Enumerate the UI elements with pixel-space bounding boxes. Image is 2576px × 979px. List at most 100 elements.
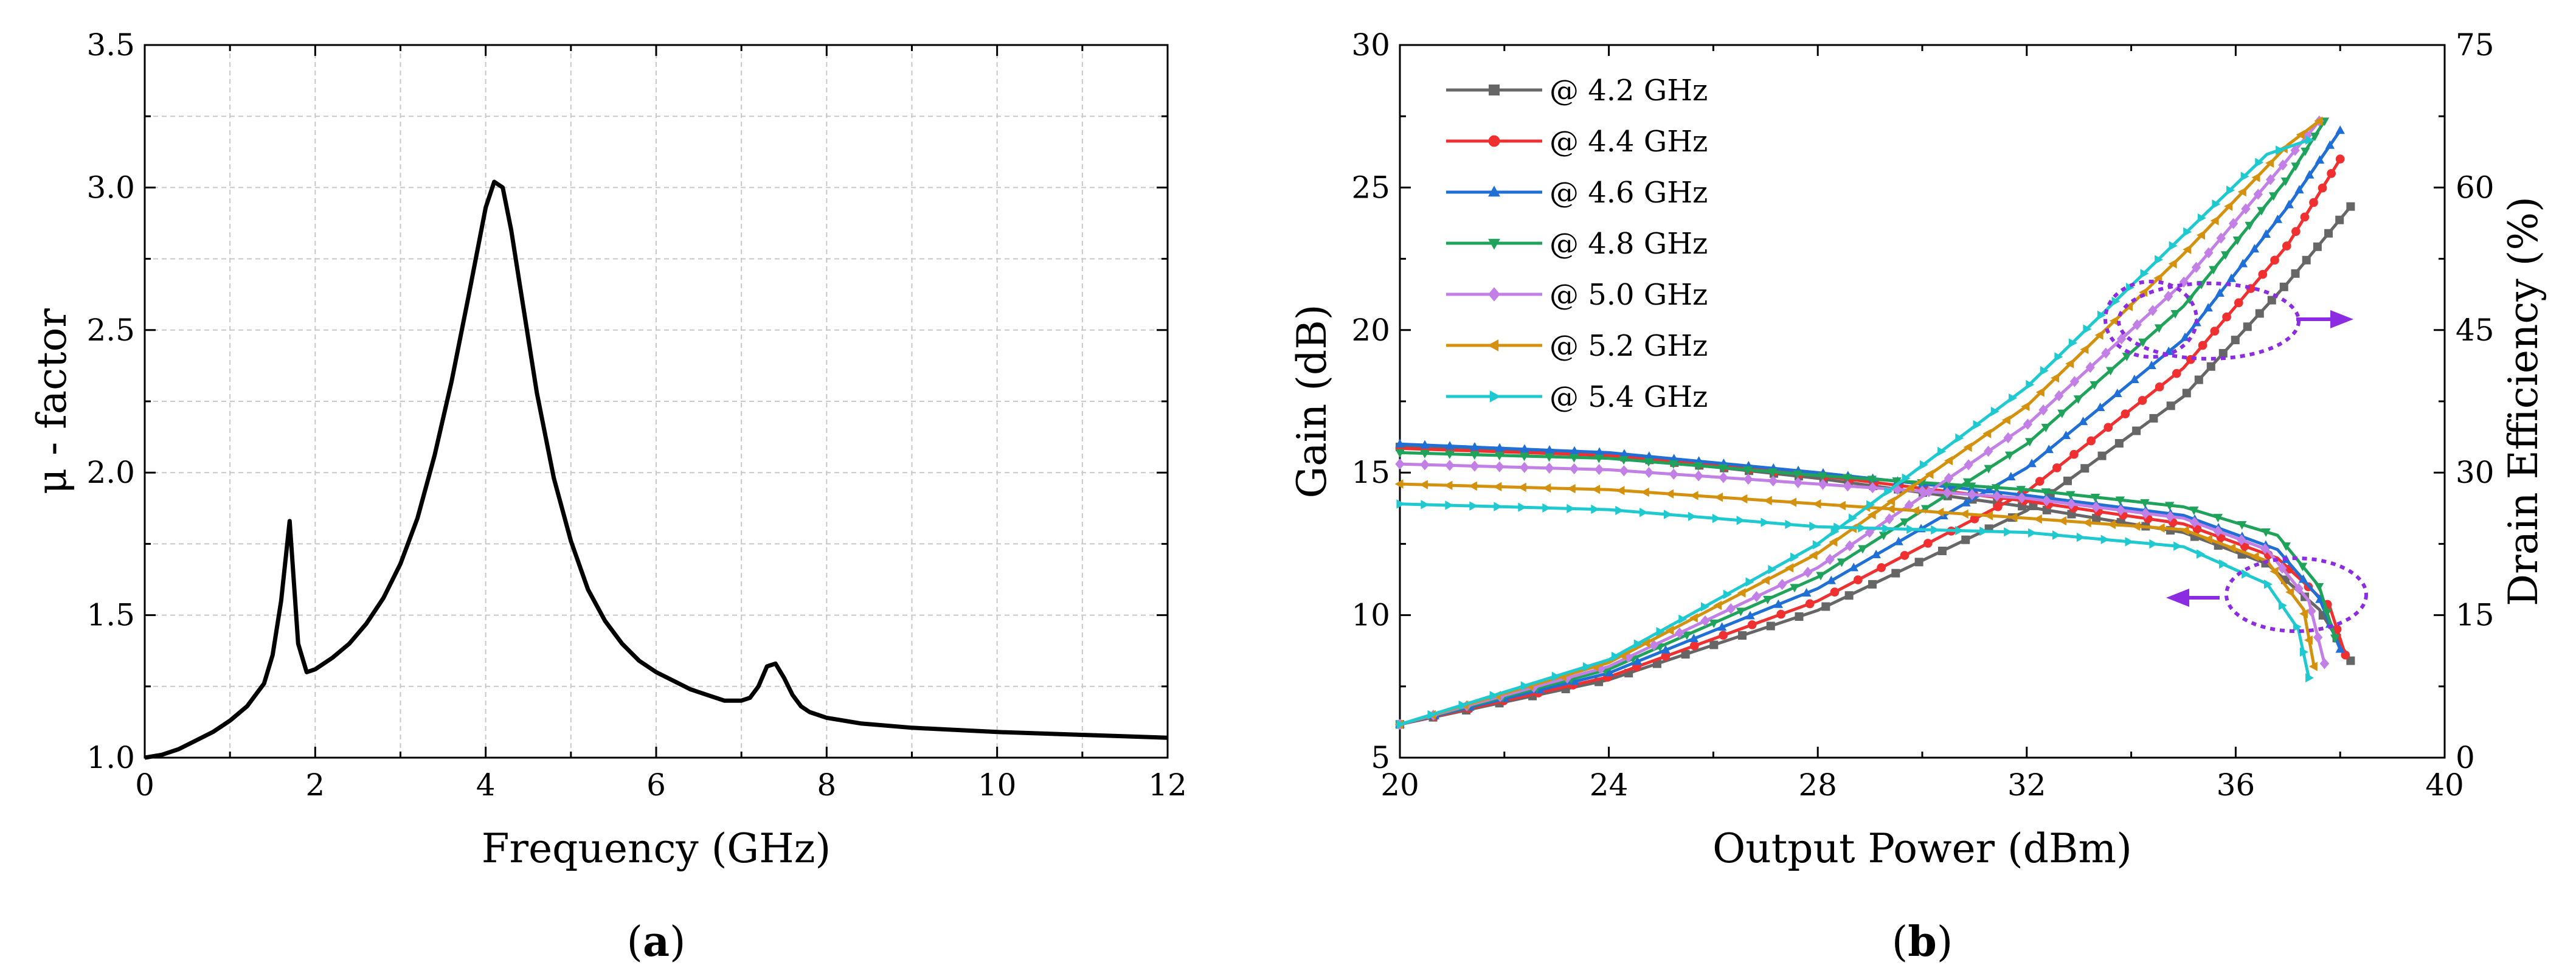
gain-marker xyxy=(2092,514,2101,523)
gain-marker xyxy=(1420,449,1430,458)
efficiency-marker xyxy=(2026,379,2035,390)
gain-marker xyxy=(2250,552,2259,562)
efficiency-marker xyxy=(1937,446,1947,457)
series-4.2ghz xyxy=(1396,202,2355,729)
gain-marker xyxy=(2314,583,2324,592)
efficiency-line xyxy=(1399,120,2326,726)
efficiency-marker xyxy=(1649,639,1659,651)
gain-marker xyxy=(1837,500,1846,511)
y2-axis-label: Drain Efficiency (%) xyxy=(2500,196,2547,606)
efficiency-marker xyxy=(2170,310,2180,319)
efficiency-marker xyxy=(1689,641,1699,651)
efficiency-marker xyxy=(2003,432,2013,444)
efficiency-marker xyxy=(2122,353,2131,362)
gain-marker xyxy=(1567,483,1576,494)
gain-marker xyxy=(1812,499,1821,509)
efficiency-marker xyxy=(1984,485,1993,494)
efficiency-marker xyxy=(2138,338,2148,347)
efficiency-marker xyxy=(2180,332,2190,341)
x-tick-label: 4 xyxy=(476,767,496,803)
series-5.4ghz xyxy=(1396,135,2315,730)
efficiency-marker xyxy=(1777,579,1787,590)
x-tick-label: 24 xyxy=(1590,767,1629,803)
efficiency-marker xyxy=(2147,360,2156,369)
gain-marker xyxy=(2107,519,2116,530)
efficiency-marker xyxy=(1745,611,1755,620)
gain-marker xyxy=(1991,484,2001,493)
gain-marker xyxy=(2305,673,2315,683)
gain-marker xyxy=(1619,465,1629,477)
efficiency-marker xyxy=(2325,140,2335,149)
efficiency-marker xyxy=(2300,212,2310,222)
efficiency-marker xyxy=(2327,169,2336,178)
efficiency-marker xyxy=(1745,577,1754,587)
gain-marker xyxy=(1569,454,1579,463)
efficiency-marker xyxy=(2270,255,2279,265)
efficiency-marker xyxy=(2166,401,2175,410)
efficiency-marker xyxy=(1656,627,1665,637)
efficiency-marker xyxy=(1675,627,1684,639)
x-tick-label: 0 xyxy=(135,767,154,803)
efficiency-marker xyxy=(1961,497,1971,507)
efficiency-marker xyxy=(2302,255,2311,265)
efficiency-marker xyxy=(1700,615,1710,627)
gain-marker xyxy=(2189,516,2200,528)
gain-marker xyxy=(1644,458,1653,467)
legend-label: @ 4.4 GHz xyxy=(1549,125,1708,159)
efficiency-marker xyxy=(2324,229,2333,238)
efficiency-marker xyxy=(2224,201,2233,211)
y-tick-label: 2.0 xyxy=(86,455,135,490)
efficiency-marker xyxy=(2309,198,2318,207)
gain-marker xyxy=(1906,524,1916,534)
gain-marker xyxy=(2004,527,2013,537)
gain-marker xyxy=(2332,624,2342,634)
efficiency-marker xyxy=(2291,162,2301,171)
efficiency-marker xyxy=(2245,221,2254,230)
gain-marker xyxy=(2341,650,2350,660)
gain-marker xyxy=(2294,583,2304,594)
efficiency-marker xyxy=(2090,381,2099,390)
efficiency-marker xyxy=(2290,145,2300,156)
efficiency-marker xyxy=(2210,327,2220,336)
efficiency-marker xyxy=(2114,439,2124,448)
efficiency-marker xyxy=(1717,622,1727,631)
efficiency-marker xyxy=(1736,607,1746,617)
gain-marker xyxy=(1395,449,1405,458)
y-axis-label: Gain (dB) xyxy=(1289,305,1335,499)
gain-marker xyxy=(1594,463,1604,476)
efficiency-marker xyxy=(2097,310,2106,320)
x-tick-label: 28 xyxy=(1798,767,1837,803)
gain-marker xyxy=(1793,477,1803,488)
efficiency-marker xyxy=(2215,288,2225,297)
efficiency-marker xyxy=(1902,473,1911,483)
efficiency-marker xyxy=(2237,187,2246,197)
efficiency-marker xyxy=(2094,330,2103,340)
gain-marker xyxy=(1694,470,1703,482)
efficiency-marker xyxy=(2121,409,2130,419)
series-5.2ghz xyxy=(1394,116,2323,730)
gain-marker xyxy=(1420,440,1430,449)
gain-marker xyxy=(1640,487,1649,497)
efficiency-marker xyxy=(1962,478,1973,487)
gain-marker xyxy=(2165,502,2175,511)
efficiency-marker xyxy=(2155,382,2164,392)
efficiency-marker xyxy=(1790,552,1799,562)
panel-a: 0 2 4 6 8 10 12 1.0 1.5 2.0 2.5 3.0 3.5 Frequency (GH… xyxy=(29,27,1187,966)
efficiency-marker xyxy=(1761,575,1770,586)
gain-marker xyxy=(1967,489,1977,500)
gain-marker xyxy=(1619,456,1629,465)
gain-marker xyxy=(1761,517,1770,527)
legend-label: @ 5.2 GHz xyxy=(1549,329,1708,363)
right-arrow-head xyxy=(2330,310,2353,328)
gain-marker xyxy=(1394,479,1404,489)
efficiency-marker xyxy=(2291,227,2301,237)
efficiency-marker xyxy=(2305,135,2315,145)
efficiency-marker xyxy=(2111,296,2121,306)
efficiency-marker xyxy=(2126,283,2135,292)
efficiency-marker xyxy=(2280,177,2291,186)
efficiency-marker xyxy=(2294,185,2304,194)
gain-marker xyxy=(1619,449,1629,458)
gain-marker xyxy=(2307,605,2316,617)
y2-tick-label: 60 xyxy=(2456,170,2495,205)
efficiency-marker xyxy=(1719,631,1728,640)
